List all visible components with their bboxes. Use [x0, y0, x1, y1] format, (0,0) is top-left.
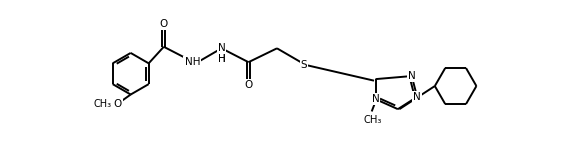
Text: N: N — [218, 43, 225, 53]
Text: N: N — [218, 43, 225, 53]
Text: H: H — [219, 54, 226, 64]
Text: CH₃: CH₃ — [363, 115, 382, 125]
Text: S: S — [301, 60, 307, 70]
Text: N: N — [372, 94, 379, 104]
Text: NH: NH — [185, 57, 200, 67]
Text: O: O — [244, 80, 253, 90]
Text: H: H — [219, 54, 226, 64]
Text: N: N — [372, 94, 379, 104]
Text: O: O — [244, 80, 253, 90]
Text: O: O — [113, 99, 122, 109]
Text: CH₃: CH₃ — [93, 99, 111, 109]
Text: N: N — [413, 92, 421, 102]
Text: O: O — [160, 19, 168, 29]
Text: N: N — [413, 92, 421, 102]
Text: NH: NH — [185, 57, 200, 67]
Text: S: S — [301, 60, 307, 70]
Text: O: O — [113, 99, 122, 109]
Text: N: N — [408, 71, 416, 81]
Text: CH₃: CH₃ — [93, 99, 111, 109]
Text: O: O — [160, 19, 168, 29]
Text: N: N — [408, 71, 416, 81]
Text: CH₃: CH₃ — [363, 115, 382, 125]
